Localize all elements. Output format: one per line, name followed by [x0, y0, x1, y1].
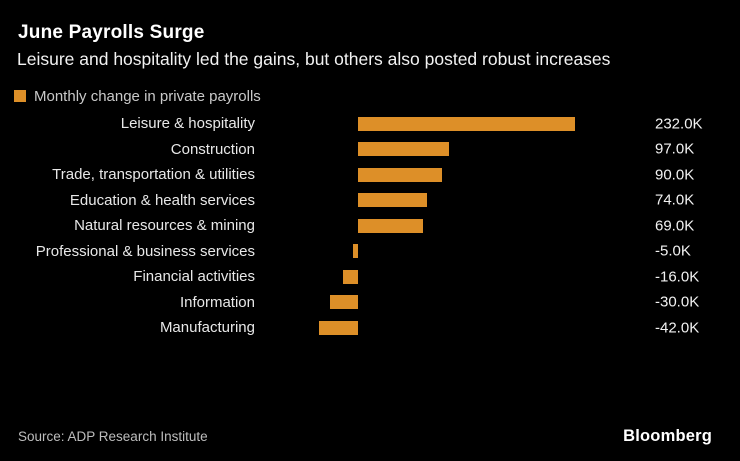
- chart-row: Education & health services 74.0K: [0, 188, 740, 214]
- bar-zone: [255, 116, 740, 131]
- chart-row: Financial activities -16.0K: [0, 264, 740, 290]
- category-label: Information: [179, 293, 255, 311]
- source-note: Source: ADP Research Institute: [18, 429, 208, 444]
- category-label: Natural resources & mining: [74, 217, 255, 235]
- bar: [358, 167, 443, 182]
- chart-row: Professional & business services -5.0K: [0, 239, 740, 265]
- bar-zone: [255, 295, 740, 310]
- value-label: 97.0K: [655, 140, 695, 158]
- category-label: Trade, transportation & utilities: [52, 166, 255, 184]
- bar-zone: [255, 167, 740, 182]
- category-label: Construction: [170, 140, 255, 158]
- bar: [358, 218, 423, 233]
- bar: [358, 142, 449, 157]
- legend-swatch-icon: [14, 90, 26, 102]
- bar: [318, 320, 358, 335]
- bar-zone: [255, 269, 740, 284]
- chart-row: Natural resources & mining 69.0K: [0, 213, 740, 239]
- value-label: 69.0K: [655, 217, 695, 235]
- bar: [358, 116, 575, 131]
- chart-subtitle: Leisure and hospitality led the gains, b…: [17, 49, 611, 69]
- value-label: 74.0K: [655, 191, 695, 209]
- chart-row: Trade, transportation & utilities 90.0K: [0, 162, 740, 188]
- chart-row: Manufacturing -42.0K: [0, 315, 740, 341]
- value-label: 90.0K: [655, 166, 695, 184]
- chart-row: Information -30.0K: [0, 290, 740, 316]
- bar-chart: Leisure & hospitality 232.0K Constructio…: [0, 111, 740, 341]
- bar-zone: [255, 218, 740, 233]
- value-label: -42.0K: [655, 319, 700, 337]
- category-label: Professional & business services: [35, 242, 255, 260]
- chart-row: Construction 97.0K: [0, 137, 740, 163]
- bar-zone: [255, 193, 740, 208]
- bar: [358, 193, 428, 208]
- value-label: -30.0K: [655, 293, 700, 311]
- value-label: -16.0K: [655, 268, 700, 286]
- bar-zone: [255, 244, 740, 259]
- chart-legend: Monthly change in private payrolls: [14, 87, 261, 105]
- value-label: -5.0K: [655, 242, 691, 260]
- bar: [329, 295, 358, 310]
- category-label: Manufacturing: [159, 319, 255, 337]
- bar: [353, 244, 358, 259]
- category-label: Education & health services: [69, 191, 255, 209]
- value-label: 232.0K: [655, 115, 703, 133]
- bar-zone: [255, 142, 740, 157]
- page-title: June Payrolls Surge: [18, 22, 205, 43]
- bar: [343, 269, 358, 284]
- bar-zone: [255, 320, 740, 335]
- chart-row: Leisure & hospitality 232.0K: [0, 111, 740, 137]
- category-label: Leisure & hospitality: [120, 115, 255, 133]
- category-label: Financial activities: [133, 268, 255, 286]
- legend-label: Monthly change in private payrolls: [34, 87, 261, 105]
- bloomberg-logo: Bloomberg: [623, 427, 712, 445]
